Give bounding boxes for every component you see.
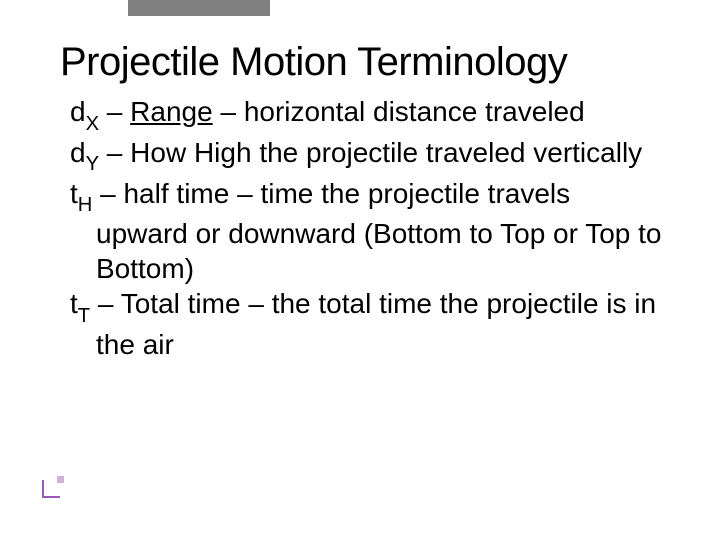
definitions-list: dX – Range – horizontal distance travele… [60, 94, 668, 362]
sep1: – [99, 96, 130, 127]
symbol-main: d [70, 137, 86, 168]
slide-title: Projectile Motion Terminology [60, 40, 668, 84]
sep2: – [241, 288, 272, 319]
term-name: Range [130, 96, 213, 127]
symbol-sub: X [86, 113, 99, 135]
slide-content: Projectile Motion Terminology dX – Range… [0, 0, 720, 362]
term-desc: horizontal distance traveled [244, 96, 585, 127]
sep1: – [92, 178, 123, 209]
sep2: – [213, 96, 244, 127]
symbol-sub: H [78, 194, 93, 216]
term-desc: How High the projectile traveled vertica… [130, 137, 642, 168]
title-post: ectile Motion Terminology [129, 40, 567, 84]
symbol-main: d [70, 96, 86, 127]
corner-decoration-icon [42, 480, 60, 498]
title-underlined-char: j [121, 40, 129, 84]
sep1: – [90, 288, 121, 319]
definition-item: tH – half time – time the projectile tra… [70, 176, 668, 287]
sep2: – [229, 178, 260, 209]
symbol-sub: Y [86, 153, 99, 175]
title-pre: Pro [60, 40, 121, 84]
symbol-main: t [70, 288, 78, 319]
term-name: Total time [121, 288, 241, 319]
sep1: – [99, 137, 130, 168]
definition-item: dX – Range – horizontal distance travele… [70, 94, 668, 135]
symbol-sub: T [78, 305, 90, 327]
definition-item: tT – Total time – the total time the pro… [70, 286, 668, 362]
symbol-main: t [70, 178, 78, 209]
term-name: half time [123, 178, 229, 209]
slide-top-accent [128, 0, 270, 16]
definition-item: dY – How High the projectile traveled ve… [70, 135, 668, 176]
